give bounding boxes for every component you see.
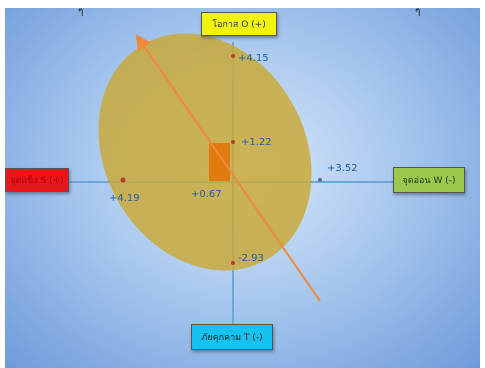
label-strength: จุดแข็ง S (+) bbox=[5, 168, 69, 192]
label-threat: ภัยคุกคาม T (-) bbox=[191, 324, 273, 350]
point-s bbox=[120, 177, 126, 183]
trend-arrow bbox=[135, 34, 321, 302]
value-w: +3.52 bbox=[327, 163, 358, 174]
value-s: +4.19 bbox=[109, 193, 140, 204]
value-center-up: +1.22 bbox=[241, 137, 272, 148]
value-center-left: +0.67 bbox=[191, 189, 222, 200]
strategy-ellipse bbox=[98, 33, 312, 271]
top-mark-right: ๆ bbox=[415, 8, 421, 17]
label-opportunity: โอกาส O (+) bbox=[201, 12, 277, 36]
point-t bbox=[231, 261, 235, 265]
value-t: -2.93 bbox=[238, 253, 264, 264]
label-weakness: จุดอ่อน W (-) bbox=[393, 167, 465, 193]
top-mark-left: ๆ bbox=[78, 8, 84, 17]
diagram-canvas bbox=[68, 33, 395, 328]
swot-diagram: ๆ ๆ โอกาส O (+) ภัยคุกคาม T (-) จุดแข็ง … bbox=[5, 8, 480, 368]
point-center-up bbox=[231, 140, 235, 144]
point-w bbox=[318, 178, 322, 182]
point-o bbox=[231, 54, 235, 58]
value-o: +4.15 bbox=[238, 53, 269, 64]
position-rect bbox=[209, 143, 230, 181]
